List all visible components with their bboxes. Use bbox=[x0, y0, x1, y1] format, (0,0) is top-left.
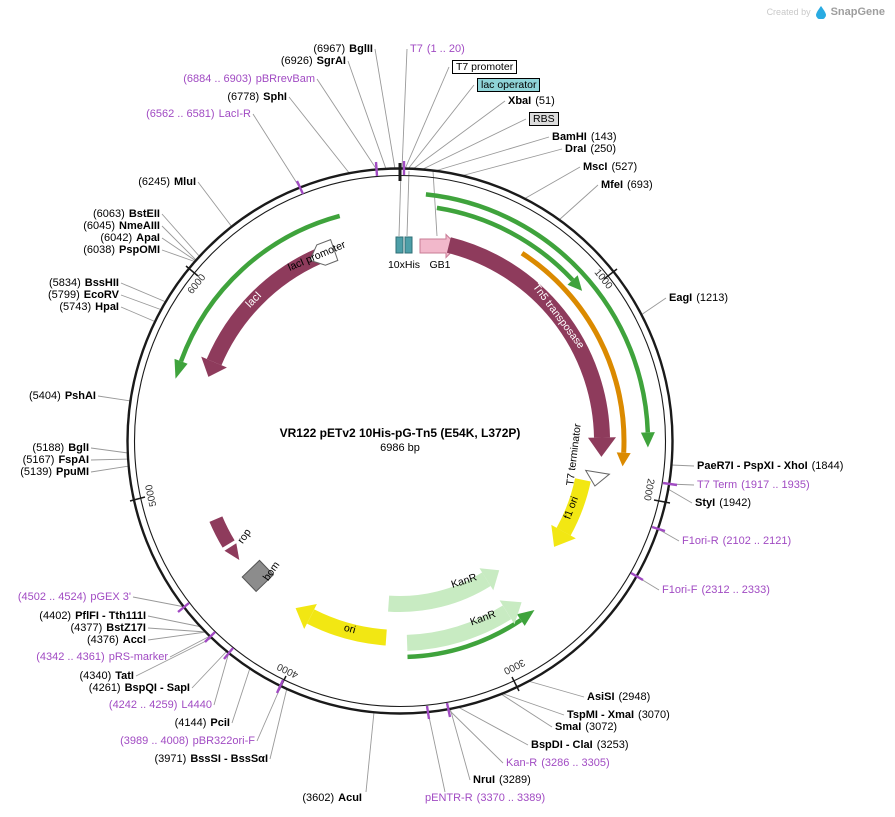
primer-label-l4440[interactable]: (4242 .. 4259) L4440 bbox=[108, 699, 212, 711]
created-by-text: Created by bbox=[766, 7, 811, 17]
site-label-pflfi-tth111i[interactable]: (4402) PflFI - Tth111I bbox=[39, 610, 146, 622]
scale-label-5000: 5000 bbox=[144, 483, 159, 507]
site-label-acui[interactable]: (3602) AcuI bbox=[302, 792, 362, 804]
scale-ticks bbox=[129, 163, 671, 692]
feature-kanr-a[interactable]: KanR bbox=[388, 568, 500, 612]
site-label-asisi[interactable]: AsiSI (2948) bbox=[587, 691, 651, 703]
primer-ticks bbox=[177, 161, 678, 720]
snapgene-brand-text: SnapGene bbox=[830, 6, 885, 18]
site-label-bsshii[interactable]: (5834) BssHII bbox=[48, 277, 119, 289]
primer-label-kan-r[interactable]: Kan-R (3286 .. 3305) bbox=[506, 757, 610, 769]
primer-label-f1ori-f[interactable]: F1ori-F (2312 .. 2333) bbox=[662, 584, 770, 596]
primer-label-laci-r[interactable]: (6562 .. 6581) LacI-R bbox=[146, 108, 251, 120]
feature-label-laci-promoter: lacI promoter bbox=[286, 239, 348, 274]
feature-rop[interactable]: rop bbox=[209, 516, 254, 560]
orf-arrow-left-green[interactable] bbox=[174, 213, 341, 379]
site-label-pshai[interactable]: (5404) PshAI bbox=[29, 390, 96, 402]
feature-label-gb1: GB1 bbox=[429, 259, 450, 271]
primer-label-pbrrevbam[interactable]: (6884 .. 6903) pBRrevBam bbox=[183, 73, 315, 85]
site-label-styi[interactable]: StyI (1942) bbox=[695, 497, 751, 509]
site-label-paer7i-pspxi-xhoi[interactable]: PaeR7I - PspXI - XhoI (1844) bbox=[697, 460, 844, 472]
site-label-apai[interactable]: (6042) ApaI bbox=[100, 232, 160, 244]
site-label-nrui[interactable]: NruI (3289) bbox=[473, 774, 531, 786]
scale-label-6000: 6000 bbox=[186, 272, 209, 297]
site-label-smai[interactable]: SmaI (3072) bbox=[555, 721, 618, 733]
feature-bom[interactable]: bom bbox=[241, 559, 283, 593]
site-label-pcii[interactable]: (4144) PciI bbox=[174, 717, 230, 729]
rbs-box-label[interactable]: RBS bbox=[529, 112, 559, 126]
primer-label-pbr322ori-f[interactable]: (3989 .. 4008) pBR322ori-F bbox=[120, 735, 255, 747]
site-label-bamhi[interactable]: BamHI (143) bbox=[552, 131, 617, 143]
scale-label-3000: 3000 bbox=[501, 656, 526, 676]
site-label-bstz17i[interactable]: (4377) BstZ17I bbox=[70, 622, 146, 634]
site-label-mfei[interactable]: MfeI (693) bbox=[601, 179, 653, 191]
lac-operator-box-label[interactable]: lac operator bbox=[477, 78, 541, 92]
site-label-ecorv[interactable]: (5799) EcoRV bbox=[47, 289, 119, 301]
orf-arrow-right-green-long[interactable] bbox=[425, 192, 655, 448]
orf-arrow-orange[interactable] bbox=[520, 251, 631, 467]
orf-arrow-right-green-short[interactable] bbox=[436, 205, 583, 291]
site-label-acci[interactable]: (4376) AccI bbox=[86, 634, 146, 646]
site-label-xbai[interactable]: XbaI (51) bbox=[508, 95, 555, 107]
primer-label-f1ori-r[interactable]: F1ori-R (2102 .. 2121) bbox=[682, 535, 792, 547]
primer-label-pentr-r[interactable]: pENTR-R (3370 .. 3389) bbox=[425, 792, 546, 804]
feature-10xhis[interactable]: 10xHis bbox=[388, 236, 420, 271]
feature-label-ori: ori bbox=[343, 622, 357, 636]
site-label-fspai[interactable]: (5167) FspAI bbox=[22, 454, 89, 466]
site-label-pspomi[interactable]: (6038) PspOMI bbox=[83, 244, 160, 256]
site-label-eagi[interactable]: EagI (1213) bbox=[669, 292, 729, 304]
site-label-ppumi[interactable]: (5139) PpuMI bbox=[20, 466, 89, 478]
site-label-bglii[interactable]: (6967) BglII bbox=[313, 43, 373, 55]
scale-label-2000: 2000 bbox=[641, 478, 656, 502]
feature-label-bom: bom bbox=[261, 559, 283, 583]
site-label-sgrai[interactable]: (6926) SgrAI bbox=[280, 55, 346, 67]
primer-label-pgex-3[interactable]: (4502 .. 4524) pGEX 3' bbox=[17, 591, 131, 603]
site-label-msci[interactable]: MscI (527) bbox=[583, 161, 638, 173]
snapgene-droplet-icon bbox=[815, 6, 826, 19]
feature-label-rop: rop bbox=[235, 526, 254, 545]
site-label-sphi[interactable]: (6778) SphI bbox=[227, 91, 287, 103]
plasmid-size: 6986 bp bbox=[380, 442, 420, 454]
site-label-drai[interactable]: DraI (250) bbox=[565, 143, 617, 155]
feature-f1-ori[interactable]: f1 ori bbox=[551, 478, 591, 547]
feature-label-tn5: Tn5 transposase bbox=[530, 281, 587, 351]
site-label-bspdi-clai[interactable]: BspDI - ClaI (3253) bbox=[531, 739, 629, 751]
laci-promoter-arrow bbox=[309, 238, 339, 266]
feature-label-10xhis: 10xHis bbox=[388, 259, 420, 271]
primer-label-t7-term[interactable]: T7 Term (1917 .. 1935) bbox=[697, 479, 810, 491]
site-label-bspqi-sapi[interactable]: (4261) BspQI - SapI bbox=[88, 682, 190, 694]
scale-labels: 1000 2000 3000 4000 5000 6000 bbox=[144, 267, 656, 680]
feature-ori[interactable]: ori bbox=[295, 604, 387, 646]
plasmid-name: VR122 pETv2 10His-pG-Tn5 (E54K, L372P) bbox=[279, 426, 521, 440]
feature-laci-promoter[interactable]: lacI promoter bbox=[286, 239, 348, 274]
site-label-bgli[interactable]: (5188) BglI bbox=[32, 442, 89, 454]
t7-terminator-arrow bbox=[584, 469, 611, 487]
orf-arrow-bottom-green[interactable] bbox=[407, 610, 535, 660]
site-label-hpai[interactable]: (5743) HpaI bbox=[59, 301, 119, 313]
primer-label-t7[interactable]: T7 (1 .. 20) bbox=[410, 43, 465, 55]
site-label-bsteii[interactable]: (6063) BstEII bbox=[93, 208, 160, 220]
site-label-tspmi-xmai[interactable]: TspMI - XmaI (3070) bbox=[567, 709, 670, 721]
snapgene-watermark: Created by SnapGene bbox=[767, 5, 885, 19]
site-label-tati[interactable]: (4340) TatI bbox=[79, 670, 134, 682]
plasmid-title-block: VR122 pETv2 10His-pG-Tn5 (E54K, L372P) 6… bbox=[250, 426, 550, 454]
t7-promoter-box-label[interactable]: T7 promoter bbox=[452, 60, 518, 74]
site-label-mlui[interactable]: (6245) MluI bbox=[138, 176, 196, 188]
primer-label-prs-marker[interactable]: (4342 .. 4361) pRS-marker bbox=[36, 651, 168, 663]
feature-laci[interactable]: lacI bbox=[201, 249, 322, 377]
site-label-bsssi-bsssai[interactable]: (3971) BssSI - BssSαI bbox=[154, 753, 268, 765]
feature-label-t7-terminator: T7 terminator bbox=[564, 422, 584, 486]
site-label-nmeaiii[interactable]: (6045) NmeAIII bbox=[83, 220, 160, 232]
leader-lines bbox=[90, 48, 695, 793]
